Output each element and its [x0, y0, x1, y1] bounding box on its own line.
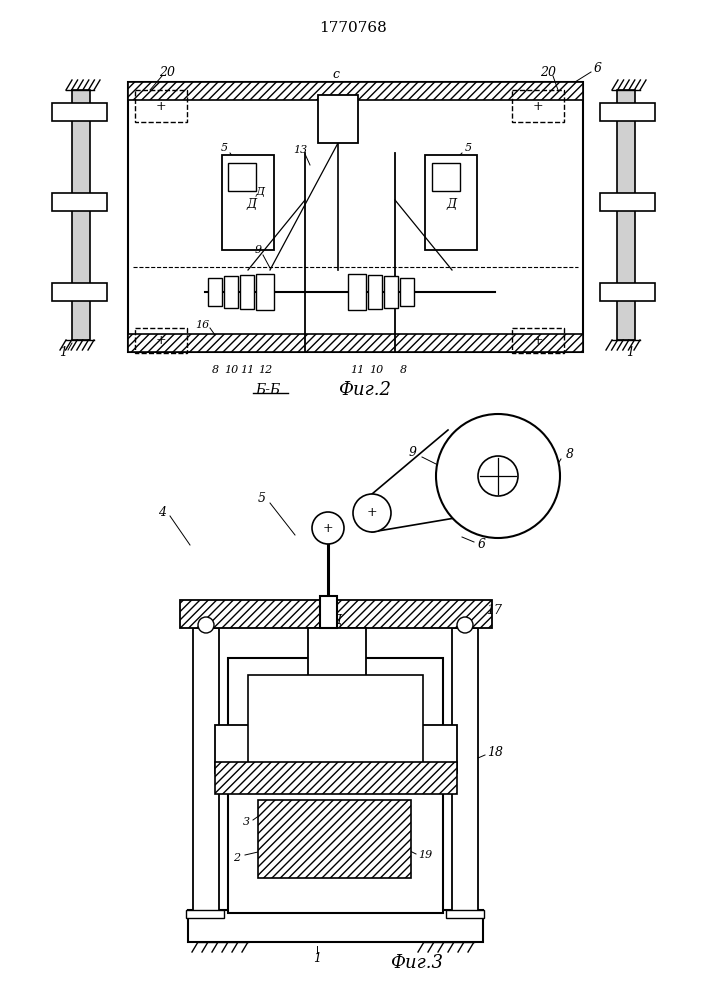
Bar	[425, 155, 477, 250]
Text: 1: 1	[59, 346, 67, 359]
Text: 14: 14	[331, 115, 345, 125]
Circle shape	[312, 512, 344, 544]
Bar	[320, 596, 337, 628]
Bar	[135, 90, 187, 122]
Bar	[135, 328, 187, 353]
Bar	[348, 274, 366, 310]
Text: +: +	[532, 100, 543, 112]
Text: +: +	[156, 100, 166, 112]
Text: 6: 6	[478, 538, 486, 552]
Text: 18: 18	[487, 746, 503, 758]
Bar	[193, 628, 219, 915]
Text: 10: 10	[224, 365, 238, 375]
Text: Б-Б: Б-Б	[255, 383, 281, 397]
Circle shape	[478, 456, 518, 496]
Text: +: +	[156, 334, 166, 347]
Text: 9: 9	[409, 446, 417, 458]
Circle shape	[198, 617, 214, 633]
Text: 8: 8	[211, 365, 218, 375]
Text: 19: 19	[418, 850, 432, 860]
Bar	[186, 910, 224, 918]
Circle shape	[457, 617, 473, 633]
Bar	[52, 193, 107, 211]
Text: 17: 17	[486, 603, 502, 616]
Text: 6: 6	[594, 62, 602, 75]
Text: 12: 12	[258, 365, 272, 375]
Bar	[512, 90, 564, 122]
Text: 2: 2	[233, 853, 240, 863]
Text: 5: 5	[258, 491, 266, 504]
Text: 8: 8	[566, 448, 574, 460]
Bar	[215, 762, 457, 794]
Text: 3: 3	[243, 817, 250, 827]
Text: +: +	[367, 506, 378, 520]
Bar	[240, 275, 254, 309]
Bar	[224, 276, 238, 308]
Text: +: +	[532, 334, 543, 347]
Bar	[188, 910, 483, 942]
Text: 4: 4	[158, 506, 166, 518]
Bar	[600, 193, 655, 211]
Bar	[215, 725, 457, 773]
Bar	[128, 334, 583, 352]
Bar	[452, 628, 478, 915]
Bar	[258, 800, 411, 878]
Text: 16: 16	[195, 320, 209, 330]
Text: 20: 20	[540, 66, 556, 79]
Text: Фиг.2: Фиг.2	[339, 381, 392, 399]
Bar	[208, 278, 222, 306]
Text: 9: 9	[255, 245, 262, 255]
Text: с: с	[332, 68, 339, 81]
Text: 5: 5	[464, 143, 472, 153]
Bar	[180, 600, 492, 628]
Text: Д: Д	[332, 613, 342, 626]
Bar	[228, 163, 256, 191]
Text: 10: 10	[369, 365, 383, 375]
Bar	[72, 90, 90, 340]
Text: 7: 7	[531, 502, 539, 514]
Bar	[600, 103, 655, 121]
Bar	[368, 275, 382, 309]
Text: Д: Д	[247, 198, 257, 212]
Bar	[128, 82, 583, 352]
Bar	[512, 328, 564, 353]
Bar	[617, 90, 635, 340]
Text: 13: 13	[293, 145, 307, 155]
Bar	[446, 910, 484, 918]
Text: Фиг.3: Фиг.3	[390, 954, 443, 972]
Text: 11: 11	[240, 365, 254, 375]
Bar	[432, 163, 460, 191]
Text: +: +	[322, 522, 333, 534]
Text: Д: Д	[447, 198, 457, 212]
Circle shape	[353, 494, 391, 532]
Bar	[52, 283, 107, 301]
Text: 8: 8	[399, 365, 407, 375]
Circle shape	[436, 414, 560, 538]
Bar	[222, 155, 274, 250]
Text: Д: Д	[255, 187, 264, 197]
Bar	[318, 95, 358, 143]
Bar	[600, 283, 655, 301]
Text: 1: 1	[313, 952, 321, 964]
Text: 5: 5	[221, 143, 228, 153]
Text: 1: 1	[626, 346, 634, 359]
Bar	[52, 103, 107, 121]
Text: 11: 11	[350, 365, 364, 375]
Bar	[228, 658, 443, 913]
Bar	[384, 276, 398, 308]
Text: 1770768: 1770768	[319, 21, 387, 35]
Bar	[400, 278, 414, 306]
Bar	[308, 628, 366, 700]
Bar	[248, 675, 423, 767]
Bar	[256, 274, 274, 310]
Text: 20: 20	[159, 66, 175, 79]
Bar	[128, 82, 583, 100]
